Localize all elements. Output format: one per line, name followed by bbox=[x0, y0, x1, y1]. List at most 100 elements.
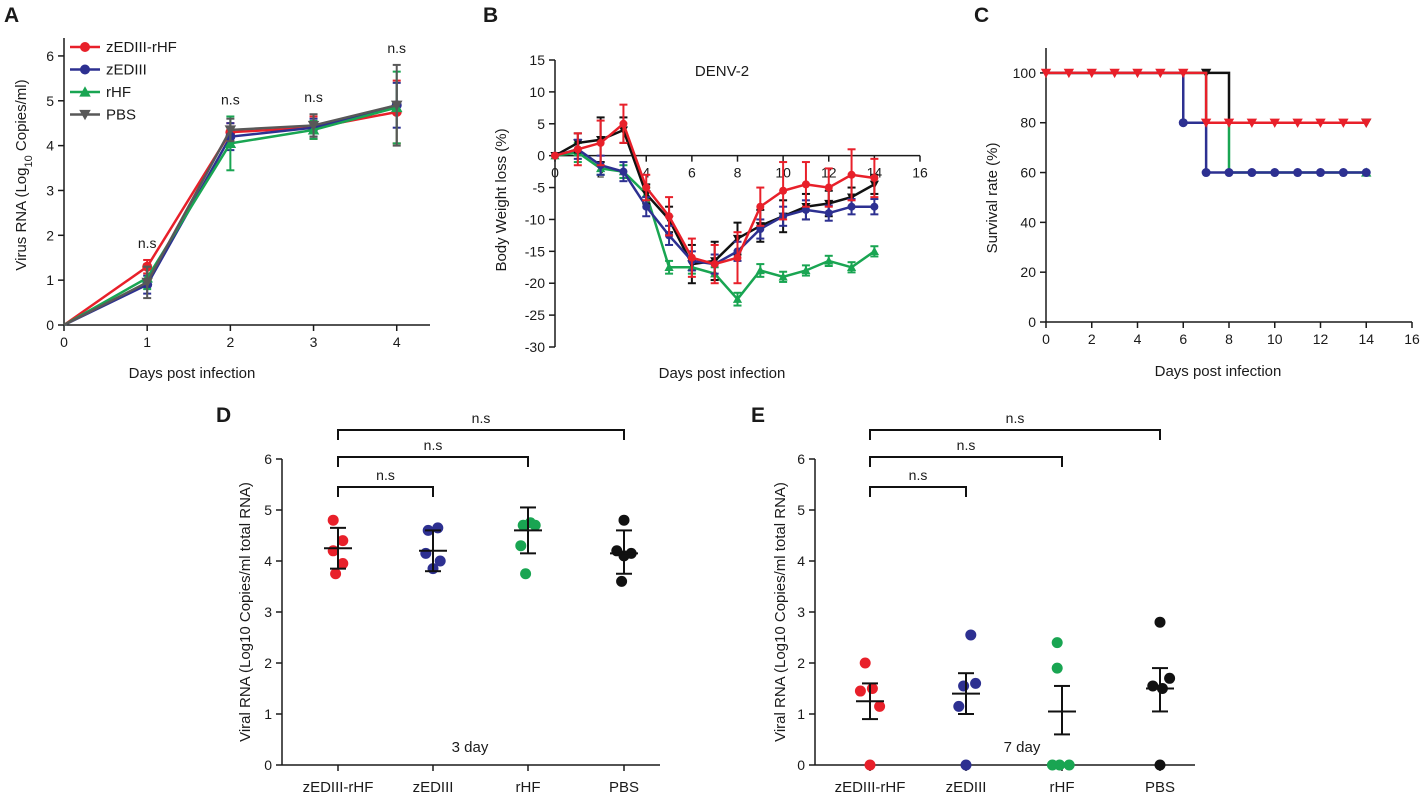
data-point bbox=[756, 225, 765, 234]
y-tick-label: 3 bbox=[46, 182, 54, 198]
data-point bbox=[420, 547, 432, 559]
bracket-line bbox=[337, 456, 529, 467]
data-point bbox=[1292, 118, 1303, 128]
legend-label: rHF bbox=[106, 84, 131, 101]
bracket-line bbox=[337, 486, 434, 497]
data-point bbox=[1178, 68, 1189, 79]
panel-d-chart: Viral RNA (Log10 Copies/ml total RNA) 3 … bbox=[237, 410, 660, 794]
bracket-line bbox=[869, 486, 967, 497]
data-point bbox=[801, 180, 810, 189]
x-tick-label: zEDIII-rHF bbox=[303, 779, 374, 794]
x-tick-label: 6 bbox=[1179, 331, 1187, 347]
data-point bbox=[1270, 168, 1280, 178]
y-tick-label: 0 bbox=[264, 757, 272, 773]
data-point bbox=[864, 759, 876, 771]
x-tick-label: 4 bbox=[393, 334, 401, 350]
y-tick-label: 10 bbox=[529, 84, 545, 100]
ns-annotation: n.s bbox=[387, 40, 406, 56]
y-tick-label: 40 bbox=[1020, 214, 1036, 230]
data-point bbox=[529, 519, 541, 531]
y-tick-label: 1 bbox=[797, 706, 805, 722]
panel-letter-a: A bbox=[4, 4, 19, 27]
x-tick-label: PBS bbox=[1145, 779, 1175, 794]
data-point bbox=[1293, 168, 1303, 178]
group-rHF bbox=[1046, 637, 1076, 771]
series-zEDIII-rHF bbox=[1040, 68, 1372, 128]
x-tick-label: 0 bbox=[1042, 331, 1050, 347]
data-point bbox=[847, 202, 856, 211]
x-tick-label: PBS bbox=[609, 779, 639, 794]
panel-letter-e: E bbox=[751, 404, 765, 427]
bracket-line bbox=[869, 456, 1063, 467]
data-point bbox=[224, 125, 237, 136]
legend-item-rHF: rHF bbox=[70, 84, 131, 101]
data-point bbox=[1361, 118, 1372, 128]
data-point bbox=[573, 145, 582, 154]
y-tick-label: 5 bbox=[797, 502, 805, 518]
data-point bbox=[1154, 616, 1166, 628]
y-tick-label: 1 bbox=[264, 706, 272, 722]
series-rHF bbox=[1046, 71, 1372, 177]
data-point bbox=[619, 167, 628, 176]
panel-b-ylabel: Body Weight loss (%) bbox=[493, 128, 510, 271]
data-point bbox=[869, 246, 879, 256]
data-point bbox=[733, 253, 742, 262]
data-point bbox=[1338, 118, 1349, 128]
data-point bbox=[710, 260, 719, 269]
y-tick-label: 100 bbox=[1013, 65, 1037, 81]
group-zEDIII bbox=[952, 629, 982, 771]
data-point bbox=[141, 277, 153, 289]
legend-label: PBS bbox=[106, 107, 136, 124]
y-tick-label: -30 bbox=[525, 339, 545, 355]
data-point bbox=[824, 183, 833, 192]
y-tick-label: 0 bbox=[537, 148, 545, 164]
y-tick-label: 4 bbox=[797, 553, 805, 569]
data-point bbox=[1361, 168, 1371, 178]
y-tick-label: 6 bbox=[46, 48, 54, 64]
panel-e-ylabel: Viral RNA (Log10 Copies/ml total RNA) bbox=[772, 482, 789, 742]
data-point bbox=[824, 256, 834, 265]
y-tick-label: 4 bbox=[46, 138, 54, 154]
data-point bbox=[687, 253, 696, 262]
data-point bbox=[1223, 118, 1235, 128]
y-tick-label: 80 bbox=[1020, 115, 1036, 131]
data-point bbox=[870, 173, 879, 182]
panel-d-ylabel: Viral RNA (Log10 Copies/ml total RNA) bbox=[237, 482, 254, 742]
y-tick-label: 2 bbox=[797, 655, 805, 671]
y-tick-label: 5 bbox=[264, 502, 272, 518]
data-point bbox=[1051, 662, 1063, 674]
data-point bbox=[1051, 637, 1063, 649]
data-point bbox=[970, 677, 982, 689]
legend-marker bbox=[79, 109, 91, 121]
ns-annotation: n.s bbox=[304, 89, 323, 105]
data-point bbox=[953, 700, 965, 712]
data-point bbox=[1063, 759, 1075, 771]
group-zEDIII-rHF bbox=[324, 514, 352, 580]
panel-c-chart: Days post infection Survival rate (%) 0 2… bbox=[984, 48, 1420, 380]
data-point bbox=[958, 680, 970, 692]
x-tick-label: 2 bbox=[1088, 331, 1096, 347]
legend-marker bbox=[80, 42, 90, 52]
data-point bbox=[642, 202, 651, 211]
data-point bbox=[854, 685, 866, 697]
data-point bbox=[1246, 118, 1258, 128]
legend-label: zEDIII-rHF bbox=[106, 39, 177, 56]
data-point bbox=[337, 558, 349, 570]
legend-item-zEDIII-rHF: zEDIII-rHF bbox=[70, 39, 177, 56]
significance-bracket: n.s bbox=[869, 410, 1161, 440]
data-point bbox=[337, 535, 349, 547]
x-tick-label: 0 bbox=[60, 334, 68, 350]
data-point bbox=[1224, 168, 1234, 178]
data-point bbox=[732, 294, 743, 303]
panel-letter-b: B bbox=[483, 4, 498, 27]
y-tick-label: 60 bbox=[1020, 165, 1036, 181]
legend-item-zEDIII: zEDIII bbox=[70, 62, 147, 79]
bracket-label: n.s bbox=[472, 410, 491, 426]
legend-item-PBS: PBS bbox=[70, 107, 136, 124]
x-tick-label: zEDIII-rHF bbox=[835, 779, 906, 794]
panel-a-legend: zEDIII-rHF zEDIII rHF PBS bbox=[70, 39, 177, 124]
data-point bbox=[866, 683, 878, 694]
data-point bbox=[1201, 168, 1211, 178]
group-PBS bbox=[1146, 616, 1176, 771]
